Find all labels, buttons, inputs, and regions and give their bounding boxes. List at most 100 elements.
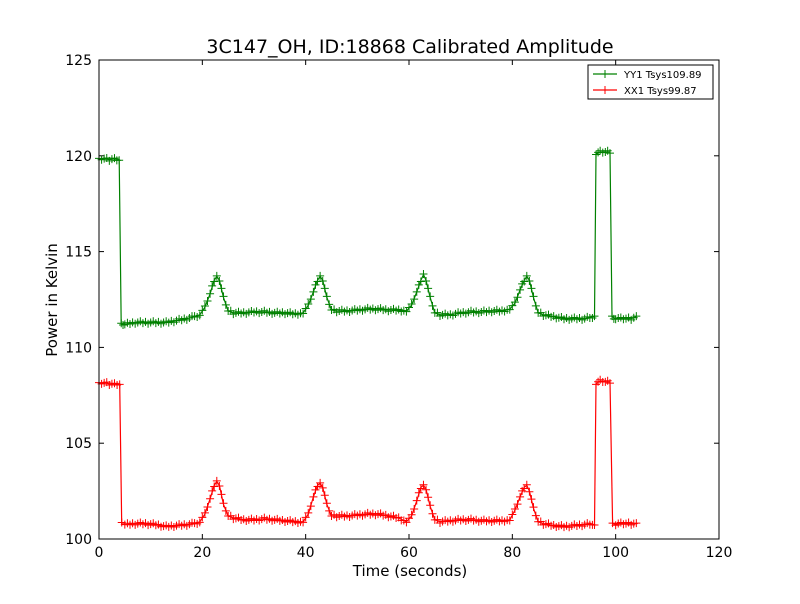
data-point-marker: [516, 285, 525, 294]
data-point-marker: [219, 499, 228, 508]
y-tick-labels: 100 105 110 115 120 125: [65, 53, 92, 548]
data-point-marker: [301, 513, 310, 522]
data-point-marker: [510, 505, 519, 514]
y-tick-label: 115: [65, 245, 92, 261]
data-point-marker: [412, 496, 421, 505]
data-point-marker: [320, 284, 329, 293]
data-point-marker: [525, 276, 534, 285]
y-axis-label: Power in Kelvin: [43, 243, 61, 357]
plot-frame: [98, 59, 720, 540]
x-tick-label: 40: [297, 545, 315, 561]
data-point-marker: [426, 501, 435, 510]
series-yy1: [95, 146, 641, 330]
data-point-marker: [208, 281, 217, 290]
data-point-marker: [605, 149, 614, 158]
data-point-marker: [422, 485, 431, 494]
data-point-marker: [318, 483, 327, 492]
series-markers: [95, 146, 641, 330]
data-point-marker: [208, 486, 217, 495]
data-point-marker: [322, 499, 331, 508]
plot-background: [99, 60, 719, 539]
data-point-marker: [527, 284, 536, 293]
data-point-marker: [529, 292, 538, 301]
legend-item[interactable]: YY1 Tsys109.89: [593, 70, 702, 81]
data-point-marker: [428, 301, 437, 310]
data-point-marker: [508, 510, 517, 519]
data-point-marker: [505, 305, 514, 314]
data-point-marker: [195, 518, 204, 527]
data-point-marker: [529, 503, 538, 512]
data-point-marker: [306, 295, 315, 304]
data-point-marker: [410, 295, 419, 304]
y-tick-label: 120: [65, 149, 92, 165]
data-point-marker: [195, 311, 204, 320]
data-point-marker: [198, 513, 207, 522]
legend-marker: [601, 70, 609, 78]
y-tick-label: 105: [65, 436, 92, 452]
data-point-marker: [513, 500, 522, 509]
data-point-marker: [590, 520, 599, 529]
data-point-marker: [316, 271, 325, 280]
data-point-marker: [402, 518, 411, 527]
legend-label: YY1 Tsys109.89: [623, 70, 702, 81]
x-tick-labels: 0 20 40 60 80 100 120: [95, 545, 733, 561]
data-point-marker: [632, 312, 641, 321]
data-point-marker: [592, 150, 601, 159]
x-tick-label: 80: [503, 545, 521, 561]
data-point-marker: [215, 276, 224, 285]
data-point-marker: [531, 511, 540, 520]
data-point-marker: [198, 306, 207, 315]
data-point-marker: [424, 284, 433, 293]
data-point-marker: [516, 492, 525, 501]
data-point-marker: [525, 487, 534, 496]
data-point-marker: [313, 277, 322, 286]
y-tick-label: 125: [65, 53, 92, 69]
x-tick-label: 60: [400, 545, 418, 561]
data-point-marker: [304, 300, 313, 309]
data-point-marker: [513, 293, 522, 302]
data-point-marker: [304, 508, 313, 517]
series-xx1: [95, 375, 641, 532]
data-point-marker: [505, 516, 514, 525]
data-point-marker: [428, 509, 437, 518]
data-point-marker: [212, 476, 221, 485]
data-point-marker: [419, 480, 428, 489]
data-point-marker: [325, 506, 334, 515]
data-point-marker: [306, 502, 315, 511]
data-point-marker: [301, 304, 310, 313]
data-point-marker: [407, 510, 416, 519]
x-axis-label: Time (seconds): [352, 562, 468, 580]
data-point-marker: [522, 271, 531, 280]
plot-area: [95, 59, 720, 540]
data-point-marker: [115, 380, 124, 389]
data-point-marker: [210, 482, 219, 491]
data-point-marker: [322, 292, 331, 301]
legend-item[interactable]: XX1 Tsys99.87: [593, 86, 697, 97]
series-layer: [95, 146, 641, 532]
data-point-marker: [414, 280, 423, 289]
data-point-marker: [316, 478, 325, 487]
data-point-marker: [424, 493, 433, 502]
series-markers: [95, 375, 641, 532]
data-point-marker: [527, 495, 536, 504]
x-tick-label: 100: [602, 545, 629, 561]
legend-label: XX1 Tsys99.87: [624, 86, 697, 97]
data-point-marker: [210, 277, 219, 286]
data-point-marker: [212, 271, 221, 280]
legend[interactable]: YY1 Tsys109.89 XX1 Tsys99.87: [587, 64, 714, 100]
data-point-marker: [215, 481, 224, 490]
data-point-marker: [416, 277, 425, 286]
data-point-marker: [299, 518, 308, 527]
y-tick-label: 100: [65, 532, 92, 548]
legend-box: [587, 64, 714, 100]
data-point-marker: [632, 519, 641, 528]
x-tick-label: 20: [193, 545, 211, 561]
data-point-marker: [520, 277, 529, 286]
x-tick-label: 120: [706, 545, 733, 561]
data-point-marker: [531, 301, 540, 310]
data-point-marker: [217, 284, 226, 293]
data-point-marker: [318, 276, 327, 285]
data-point-marker: [221, 300, 230, 309]
